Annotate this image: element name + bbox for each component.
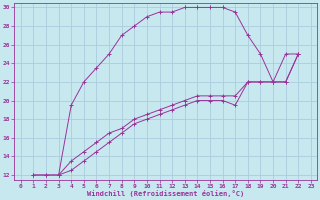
X-axis label: Windchill (Refroidissement éolien,°C): Windchill (Refroidissement éolien,°C) (87, 190, 244, 197)
